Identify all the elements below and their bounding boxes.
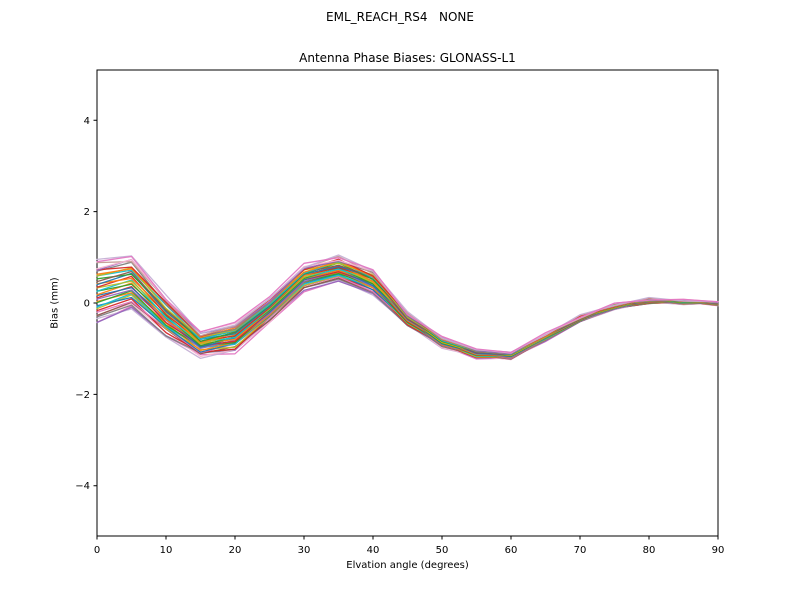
series-line (96, 254, 719, 353)
axes-title: Antenna Phase Biases: GLONASS-L1 (299, 51, 516, 65)
y-tick-label: 0 (84, 299, 90, 310)
y-tick-label: 4 (84, 116, 90, 127)
x-tick-label: 60 (505, 545, 518, 556)
y-tick-label: 2 (84, 207, 90, 218)
x-tick-label: 70 (574, 545, 587, 556)
x-tick-label: 90 (712, 545, 725, 556)
x-tick-label: 40 (367, 545, 380, 556)
x-tick-label: 10 (160, 545, 173, 556)
x-tick-label: 30 (298, 545, 311, 556)
x-tick-label: 0 (94, 545, 100, 556)
x-axis-label: Elvation angle (degrees) (346, 560, 469, 571)
y-tick-label: −4 (75, 481, 90, 492)
series-line (96, 255, 719, 354)
figure-suptitle: EML_REACH_RS4 NONE (326, 10, 474, 24)
x-tick-label: 50 (436, 545, 449, 556)
x-tick-label: 20 (229, 545, 242, 556)
y-tick-label: −2 (75, 390, 90, 401)
x-tick-label: 80 (643, 545, 656, 556)
